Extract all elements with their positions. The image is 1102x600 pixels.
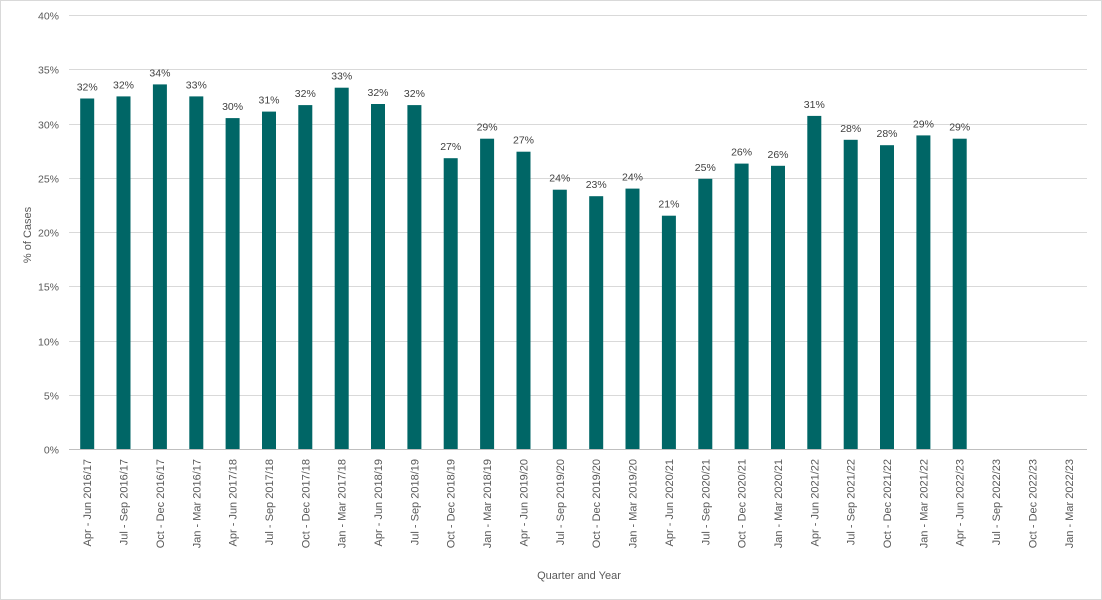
y-tick-label: 15% [38,282,59,294]
bar [116,96,131,450]
y-tick-label: 25% [38,174,59,186]
bar [916,135,931,449]
x-tick-label: Jul - Sep 2021/22 [846,459,858,545]
bar [589,196,604,449]
bar [880,145,894,449]
y-tick-label: 10% [38,337,59,349]
data-label: 32% [77,82,98,94]
data-label: 27% [440,141,461,153]
data-label: 29% [949,122,970,134]
bar [661,215,676,449]
data-label: 25% [695,162,716,174]
x-tick-label: Oct - Dec 2021/22 [882,459,894,548]
data-label: 32% [404,88,425,100]
y-axis-ticks: 0% 5% 10% 15% 20% 25% 30% 35% 40% [38,11,59,457]
x-tick-label: Oct - Dec 2020/21 [737,459,749,548]
x-tick-label: Jan - Mar 2022/23 [1064,459,1076,548]
bar [625,188,640,449]
x-tick-label: Apr - Jun 2020/21 [664,459,676,546]
x-tick-label: Jan - Mar 2017/18 [337,459,349,548]
bar [298,105,313,449]
bar [480,138,495,449]
bar [407,105,422,449]
bar [152,84,167,450]
data-label: 28% [840,123,861,135]
bar [371,104,385,449]
y-tick-label: 5% [44,391,59,403]
x-tick-label: Jul - Sep 2022/23 [991,459,1003,545]
x-tick-label: Jan - Mar 2021/22 [918,459,930,548]
data-label: 29% [913,118,934,130]
x-tick-label: Jul - Sep 2019/20 [555,459,567,545]
data-label: 34% [149,67,170,79]
x-tick-label: Apr - Jun 2017/18 [228,459,240,546]
x-tick-label: Apr - Jun 2016/17 [82,459,94,546]
bar [734,163,749,449]
data-label: 32% [367,87,388,99]
y-tick-label: 30% [38,120,59,132]
x-tick-label: Oct - Dec 2017/18 [300,459,312,548]
x-tick-label: Oct - Dec 2016/17 [155,459,167,548]
bar [552,189,567,449]
bar [225,118,240,449]
y-tick-label: 40% [38,11,59,23]
data-label: 26% [767,149,788,161]
y-tick-label: 0% [44,445,59,457]
x-tick-label: Apr - Jun 2018/19 [373,459,385,546]
data-label: 27% [513,135,534,147]
data-label: 29% [477,122,498,134]
bar [80,98,95,449]
data-label: 33% [186,79,207,91]
x-tick-label: Jul - Sep 2018/19 [409,459,421,545]
bars [80,84,967,450]
data-label: 28% [876,128,897,140]
x-tick-label: Jan - Mar 2019/20 [628,459,640,548]
bar [189,96,204,450]
x-tick-label: Apr - Jun 2022/23 [955,459,967,546]
x-tick-label: Oct - Dec 2022/23 [1028,459,1040,548]
data-label: 21% [658,199,679,211]
x-tick-label: Jul - Sep 2017/18 [264,459,276,545]
gridlines [69,15,1087,450]
bar [334,87,349,449]
x-axis-ticks: Apr - Jun 2016/17 Jul - Sep 2016/17 Oct - … [82,459,1076,548]
x-tick-label: Jan - Mar 2016/17 [191,459,203,548]
bar [516,151,531,449]
data-label: 24% [622,172,643,184]
bar [771,165,785,450]
data-label: 32% [113,79,134,91]
data-label: 31% [258,95,279,107]
x-tick-label: Jul - Sep 2020/21 [700,459,712,545]
y-tick-label: 20% [38,228,59,240]
data-label: 24% [549,173,570,185]
data-label: 26% [731,147,752,159]
data-label: 31% [804,99,825,111]
data-label: 23% [586,179,607,191]
x-tick-label: Oct - Dec 2018/19 [446,459,458,548]
bar [843,139,858,450]
x-tick-label: Apr - Jun 2021/22 [809,459,821,546]
bar [262,111,276,449]
data-label: 33% [331,71,352,83]
y-tick-label: 35% [38,65,59,77]
data-labels: 32% 32% 34% 33% 30% 31% 32% 33% 32% 32% 27% 29% 27% 2… [77,67,971,210]
x-axis-title: Quarter and Year [537,570,621,582]
x-tick-label: Jan - Mar 2020/21 [773,459,785,548]
x-tick-label: Oct - Dec 2019/20 [591,459,603,548]
bar [807,115,822,450]
bar [698,178,713,450]
x-tick-label: Apr - Jun 2019/20 [519,459,531,546]
bar [952,138,967,449]
data-label: 30% [222,101,243,113]
data-label: 32% [295,88,316,100]
x-tick-label: Jan - Mar 2018/19 [482,459,494,548]
bar [443,158,458,449]
x-tick-label: Jul - Sep 2016/17 [119,459,131,545]
y-axis-title: % of Cases [22,206,34,263]
